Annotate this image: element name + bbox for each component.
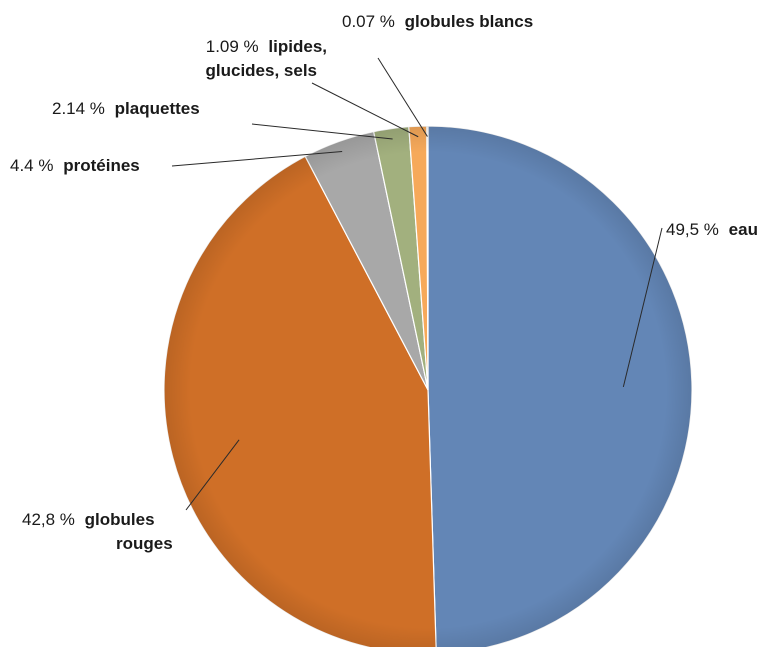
label-globules-rouges: 42,8 % globules <box>22 510 155 529</box>
leader-line-lipides <box>311 82 419 138</box>
label-pct: 42,8 % <box>22 510 75 529</box>
label-lipides-line2: glucides, sels <box>206 61 318 80</box>
leader-line-plaquettes <box>251 123 393 140</box>
label-name: plaquettes <box>115 99 200 118</box>
label-lipides: 1.09 % lipides, <box>206 37 327 56</box>
label-pct: 4.4 % <box>10 156 53 175</box>
label-pct: 2.14 % <box>52 99 105 118</box>
label-globules-rouges-line2: rouges <box>116 534 173 553</box>
label-pct: 1.09 % <box>206 37 259 56</box>
label-name: protéines <box>63 156 140 175</box>
leader-lines <box>171 57 663 511</box>
label-pct: 49,5 % <box>666 220 719 239</box>
leader-line-globules-rouges <box>185 439 240 511</box>
leader-line-eau <box>622 227 663 388</box>
pie-slices <box>163 125 693 647</box>
label-name: globules <box>85 510 155 529</box>
label-pct: 0.07 % <box>342 12 395 31</box>
label-globules-blancs: 0.07 % globules blancs <box>342 12 533 31</box>
label-eau: 49,5 % eau <box>666 220 758 239</box>
label-name: globules blancs <box>405 12 533 31</box>
label-name: lipides, <box>268 37 327 56</box>
label-proteines: 4.4 % protéines <box>10 156 140 175</box>
leader-line-globules-blancs <box>377 57 428 137</box>
label-plaquettes: 2.14 % plaquettes <box>52 99 200 118</box>
pie-slice-eau <box>427 125 693 647</box>
label-name: eau <box>729 220 758 239</box>
leader-line-proteines <box>171 151 343 167</box>
